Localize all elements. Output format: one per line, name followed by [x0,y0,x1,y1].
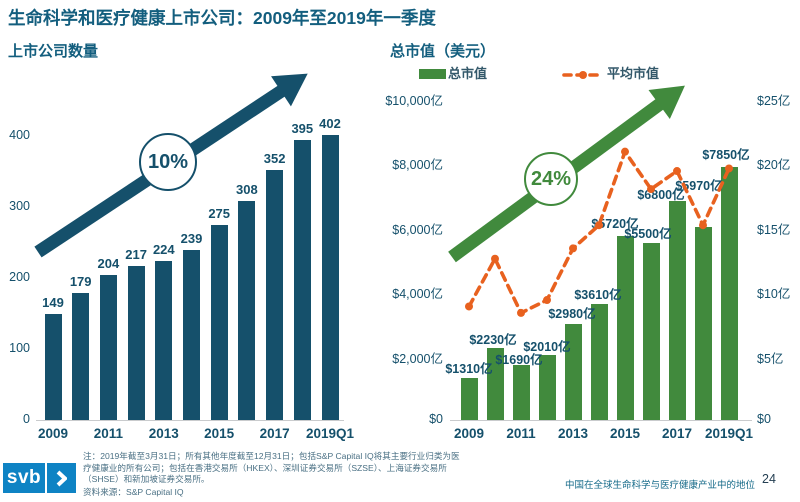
bar [321,134,339,420]
y-tick-label: $25亿 [757,93,791,108]
legend-bar-swatch [419,69,446,79]
x-tick-label: 2009 [453,426,485,441]
growth-badge-right: 24% [524,152,578,206]
y-tick-label: 100 [9,341,30,355]
y-tick-label: $2,000亿 [392,351,443,366]
y-tick-label: $0 [757,412,771,426]
bar [155,260,173,420]
bar-value-label: $7850亿 [702,147,750,162]
y-tick-label: 400 [9,128,30,142]
bar-value-label: $1310亿 [445,361,493,376]
y-tick-label: $20亿 [757,158,791,172]
avg-point [673,167,681,176]
avg-point [517,308,525,317]
bar [266,170,284,420]
x-tick-label: 2017 [661,426,693,441]
bar [72,292,90,420]
bar-value-label: $3610亿 [574,287,622,302]
bar [293,139,311,420]
legend-label-total-cap: 总市值 [448,66,488,81]
y-tick-label: 300 [9,199,30,213]
avg-point [621,147,629,156]
bar-value-label: $2980亿 [548,306,596,321]
y-tick-label: 200 [9,270,30,284]
x-tick-label: 2015 [609,426,641,441]
y-tick-label: $8,000亿 [392,158,443,172]
footer-tagline: 中国在全球生命科学与医疗健康产业中的地位 [564,480,755,491]
right-chart-title: 总市值（美元） [390,43,496,60]
bar-value-label: 395 [291,120,314,136]
x-tick-label: 2019Q1 [305,426,355,441]
bar-value-label: $1690亿 [495,353,543,368]
bar-value-label: $5500亿 [624,226,672,241]
left-chart-title: 上市公司数量 [8,43,99,60]
bar-value-label: 352 [263,151,286,167]
bar [590,303,608,420]
x-tick-label: 2017 [259,426,290,441]
bar-value-label: 402 [319,115,341,131]
avg-point [491,254,499,263]
y-tick-label: $0 [429,412,443,426]
x-tick-label: 2013 [557,426,589,441]
y-tick-label: 0 [23,412,30,426]
bar [616,235,634,420]
svb-logo: svb [3,463,45,493]
bar-value-label: 204 [97,256,120,272]
x-tick-label: 2015 [204,426,235,441]
y-tick-label: $4,000亿 [392,287,443,301]
y-tick-label: $6,000亿 [392,222,443,237]
bar-value-label: $2010亿 [523,340,571,355]
bar [127,265,145,420]
bar-value-label: $5970亿 [675,179,723,194]
left-chart-baseline [36,420,344,421]
bar [486,348,504,420]
growth-badge-left: 10% [139,133,197,191]
bar [183,250,200,420]
svb-logo-chevron-icon [47,463,76,493]
x-tick-label: 2011 [93,426,124,441]
bar-value-label: 308 [236,182,258,198]
x-tick-label: 2009 [37,426,69,441]
y-tick-label: $10亿 [757,287,791,301]
legend-label-avg-cap: 平均市值 [607,66,660,81]
bar [210,224,228,420]
bar [238,201,256,420]
x-tick-label: 2011 [506,426,536,441]
y-tick-label: $10,000亿 [385,93,443,108]
bar-value-label: $2230亿 [469,333,517,348]
bar [720,166,738,420]
growth-arrow-right-head [648,85,685,120]
bar [460,377,478,420]
footnote: 注：2019年截至3月31日；所有其他年度截至12月31日；包括S&P Capi… [83,451,460,485]
bar [99,275,117,420]
x-tick-label: 2019Q1 [704,426,754,441]
source-note: 资料来源：S&P Capital IQ [83,487,184,497]
legend-dashed-line-icon [562,71,604,79]
bar [538,355,556,420]
avg-point [569,244,577,253]
page-number: 24 [762,472,776,486]
bar [512,365,530,420]
bar [642,242,660,420]
y-tick-label: $15亿 [757,222,791,237]
bar-value-label: 275 [208,205,231,221]
bar [44,314,62,420]
bar [564,323,582,420]
slide-title: 生命科学和医疗健康上市公司：2009年至2019年一季度 [8,8,436,28]
bar-value-label: 179 [69,273,92,289]
right-chart-baseline [450,420,752,421]
bar [694,227,712,420]
x-tick-label: 2013 [148,426,179,441]
y-tick-label: $5亿 [757,351,784,366]
growth-arrow-left-head [271,73,308,107]
bar-value-label: 239 [180,231,203,247]
bar-value-label: 149 [42,295,64,311]
avg-point [465,302,473,311]
